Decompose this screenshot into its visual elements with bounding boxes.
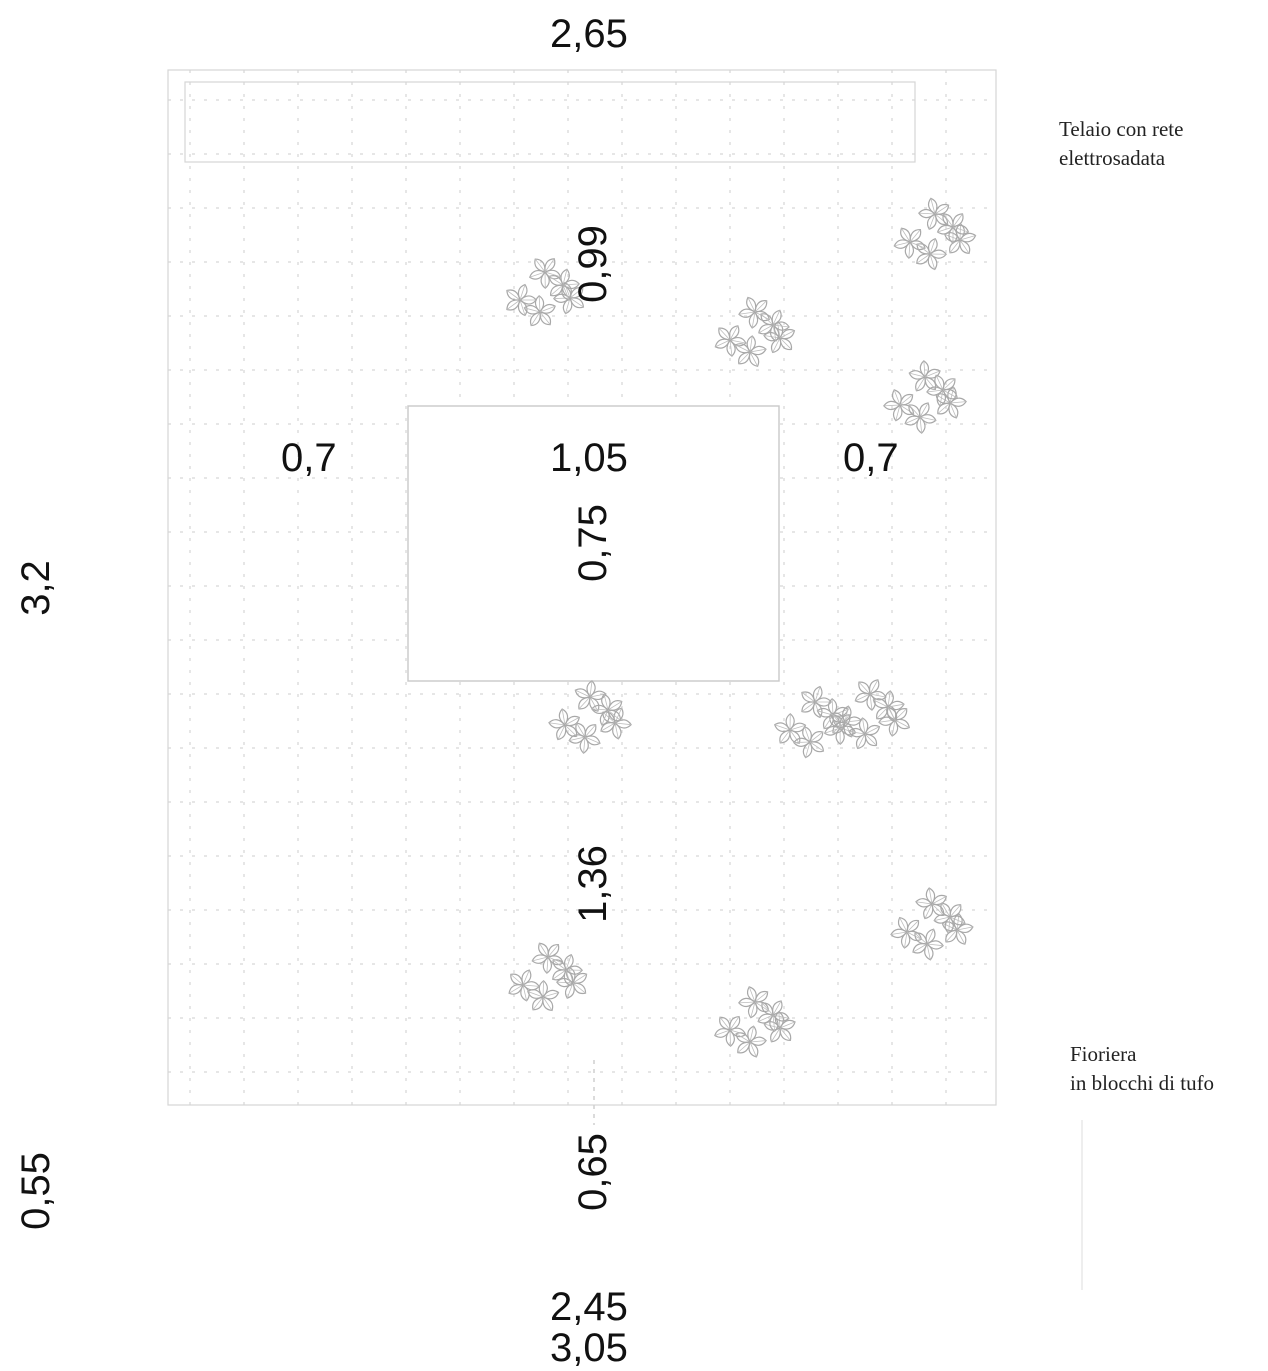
dim-left-band: 0,7	[281, 436, 337, 480]
leaf-cluster-icon	[548, 680, 632, 754]
top-band-outline	[184, 81, 916, 163]
leaf-cluster-icon	[506, 258, 585, 327]
dim-top-width: 2,65	[550, 12, 628, 56]
dim-bottom-width-outer: 3,05	[550, 1326, 628, 1370]
frame-outline	[167, 69, 997, 1106]
leaf-cluster-icon	[890, 887, 974, 961]
dim-upper-height: 0,99	[571, 225, 615, 303]
window-opening	[407, 405, 780, 682]
dim-opening-width: 1,05	[550, 436, 628, 480]
dim-total-height: 3,2	[14, 560, 58, 616]
dim-bottom-width-inner: 2,45	[550, 1285, 628, 1329]
plants-layer	[506, 197, 977, 1058]
leaf-cluster-icon	[893, 197, 977, 271]
leaf-cluster-icon	[830, 679, 910, 750]
dim-base-offset-center: 0,65	[571, 1133, 615, 1211]
dim-lower-height: 1,36	[571, 845, 615, 923]
dim-base-offset-left: 0,55	[14, 1152, 58, 1230]
leaf-cluster-icon	[508, 942, 588, 1012]
leaf-cluster-icon	[714, 296, 796, 367]
label-frame: Telaio con rete elettrosadata	[1059, 117, 1184, 170]
dim-right-band: 0,7	[843, 436, 899, 480]
dim-opening-height: 0,75	[571, 504, 615, 582]
leaf-cluster-icon	[883, 360, 967, 434]
label-planter: Fioriera in blocchi di tufo	[1070, 1042, 1215, 1095]
leaf-cluster-icon	[714, 986, 796, 1058]
